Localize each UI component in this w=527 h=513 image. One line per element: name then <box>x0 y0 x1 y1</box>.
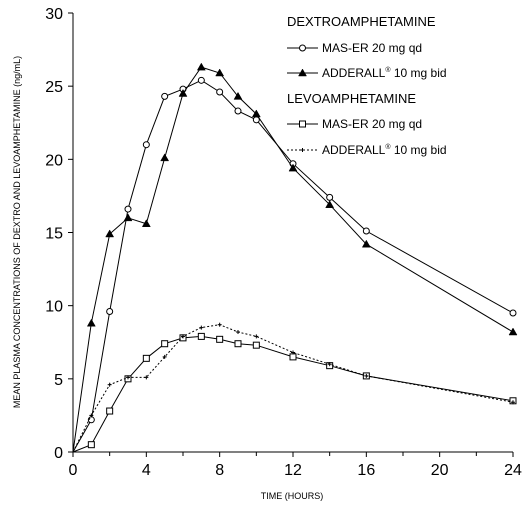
y-tick-label: 20 <box>45 152 63 169</box>
x-tick-label: 8 <box>215 462 224 479</box>
dextro-adderall-line <box>72 66 514 453</box>
legend-layer: DEXTROAMPHETAMINE MAS-ER 20 mg qd ADDERALL… <box>287 14 447 157</box>
levo-mas-er-series <box>72 332 517 453</box>
x-axis-title: TIME (HOURS) <box>261 491 324 501</box>
levo-mas-er-point <box>142 354 150 362</box>
dextro-mas-er-point <box>509 309 517 317</box>
levo-mas-er-point <box>252 341 260 349</box>
dextro-adderall-point <box>508 327 518 336</box>
levo-mas-er-point <box>289 353 297 361</box>
dextro-adderall-legend-marker <box>298 68 307 77</box>
dextro-adderall-point <box>196 62 206 71</box>
x-tick-label: 0 <box>69 462 78 479</box>
dextro-adderall-series <box>72 62 518 453</box>
x-tick-label: 16 <box>357 462 375 479</box>
dextro-adderall-point <box>288 163 298 172</box>
dextro-adderall-point <box>105 229 115 238</box>
dextro-mas-er-point <box>197 76 205 84</box>
x-tick-label: 24 <box>504 462 522 479</box>
levo-adderall-point <box>254 334 259 339</box>
dextro-adderall-point <box>160 153 170 162</box>
levo-adderall-point <box>107 382 112 387</box>
dextro-mas-er-point <box>106 308 114 316</box>
dextro-adderall-point <box>361 239 371 248</box>
levo-adderall-series <box>72 322 515 453</box>
dextro-mas-er-point <box>124 205 132 213</box>
levo-mas-er-point <box>197 332 205 340</box>
legend-label-superscript: ® <box>385 143 391 151</box>
axes-layer: 0 5 10 15 20 25 30 0 4 8 12 16 20 24 <box>45 6 522 479</box>
dextro-mas-er-legend-marker <box>299 44 306 52</box>
dextro-adderall-point <box>123 213 133 222</box>
dextro-adderall-point <box>86 318 96 327</box>
dextro-adderall-point <box>178 88 188 97</box>
levo-adderall-point <box>162 354 167 359</box>
dextro-mas-er-point <box>234 107 242 115</box>
dextro-mas-er-legend-label: MAS-ER 20 mg qd <box>322 41 422 55</box>
dextro-adderall-legend-label: ADDERALL® 10 mg bid <box>322 66 447 80</box>
legend-label-main: ADDERALL <box>322 66 386 80</box>
legend-heading: LEVOAMPHETAMINE <box>287 91 416 106</box>
levo-adderall-point <box>217 322 222 327</box>
legend-label-main: MAS-ER 20 mg qd <box>322 41 422 55</box>
legend-label-main: MAS-ER 20 mg qd <box>322 117 422 131</box>
levo-adderall-point <box>126 375 130 380</box>
levo-mas-er-point <box>216 335 224 343</box>
levo-mas-er-point <box>234 340 242 348</box>
levo-adderall-point <box>327 362 332 367</box>
dextro-mas-er-point <box>142 141 150 149</box>
dextro-adderall-point <box>325 200 335 208</box>
series-layer <box>72 62 518 453</box>
y-tick-label: 10 <box>45 299 63 316</box>
levo-adderall-legend-label: ADDERALL® 10 mg bid <box>322 143 447 157</box>
dextro-mas-er-point <box>362 227 370 235</box>
levo-adderall-point <box>236 330 240 335</box>
x-tick-label: 12 <box>284 462 302 479</box>
levo-adderall-point <box>291 350 295 355</box>
dextro-mas-er-point <box>216 88 224 96</box>
levo-mas-er-legend-marker <box>299 120 306 128</box>
legend-label-superscript: ® <box>385 66 391 74</box>
levo-adderall-line <box>72 324 514 453</box>
levo-adderall-point <box>181 334 185 339</box>
levo-mas-er-point <box>161 340 169 348</box>
dextro-adderall-point <box>215 68 225 77</box>
dextro-mas-er-series <box>72 76 517 453</box>
x-tick-label: 4 <box>142 462 151 479</box>
levo-adderall-point <box>89 413 94 418</box>
dextro-adderall-point <box>141 219 151 227</box>
dextro-mas-er-line <box>72 79 514 453</box>
y-tick-label: 25 <box>45 79 63 96</box>
levo-mas-er-point <box>106 407 114 415</box>
levo-adderall-point <box>364 373 369 378</box>
y-tick-label: 30 <box>45 6 63 23</box>
dextro-adderall-point <box>251 109 261 118</box>
legend-heading: DEXTROAMPHETAMINE <box>287 14 436 29</box>
x-tick-label: 20 <box>431 462 449 479</box>
levo-adderall-point <box>144 375 149 380</box>
legend-label-suffix: 10 mg bid <box>391 66 447 80</box>
legend-label-suffix: 10 mg bid <box>391 143 447 157</box>
levo-mas-er-legend-label: MAS-ER 20 mg qd <box>322 117 422 131</box>
levo-mas-er-point <box>87 441 95 449</box>
dextro-mas-er-point <box>161 92 169 100</box>
y-tick-label: 0 <box>54 445 63 462</box>
levo-adderall-point <box>511 400 515 405</box>
levo-adderall-legend-marker <box>300 148 305 152</box>
legend-label-main: ADDERALL <box>322 143 386 157</box>
dextro-mas-er-point <box>326 193 334 201</box>
dextro-adderall-point <box>233 91 243 100</box>
levo-adderall-point <box>199 325 204 330</box>
y-tick-label: 5 <box>54 372 63 389</box>
y-axis-title: MEAN PLASMA CONCENTRATIONS OF DEXTRO AND… <box>12 56 22 408</box>
y-tick-label: 15 <box>45 226 63 243</box>
